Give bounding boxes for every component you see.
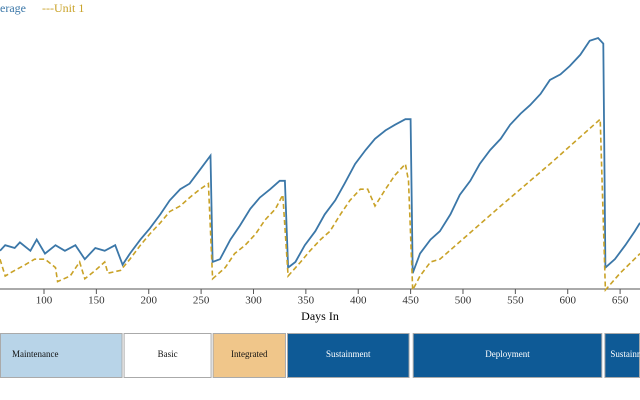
x-tick-label: 500	[455, 295, 472, 307]
x-tick-label: 300	[245, 295, 262, 307]
line-series	[0, 117, 640, 294]
x-tick-label: 450	[402, 295, 419, 307]
x-tick-label: 200	[140, 295, 157, 307]
phase-label: Sustainment	[610, 349, 640, 359]
x-tick-label: 350	[298, 295, 315, 307]
phase-label: Maintenance	[12, 349, 58, 359]
x-tick-label: 100	[36, 295, 53, 307]
x-axis-label: Days In	[301, 309, 339, 323]
x-tick-label: 250	[193, 295, 210, 307]
phase-band	[0, 333, 123, 378]
phase-band	[123, 333, 212, 378]
legend-label: erage	[0, 1, 26, 15]
legend-label: ---Unit 1	[42, 1, 84, 15]
x-tick-label: 550	[507, 295, 524, 307]
line-series	[0, 36, 640, 274]
phase-band	[412, 333, 603, 378]
x-tick-label: 400	[350, 295, 367, 307]
phase-label: Deployment	[485, 349, 530, 359]
phase-label: Integrated	[231, 349, 268, 359]
phase-label: Basic	[158, 349, 178, 359]
x-tick-label: 600	[559, 295, 576, 307]
phase-label: Sustainment	[326, 349, 371, 359]
phase-band	[604, 333, 640, 378]
x-tick-label: 150	[88, 295, 105, 307]
x-tick-label: 650	[612, 295, 629, 307]
phase-band	[212, 333, 286, 378]
phase-band	[287, 333, 410, 378]
